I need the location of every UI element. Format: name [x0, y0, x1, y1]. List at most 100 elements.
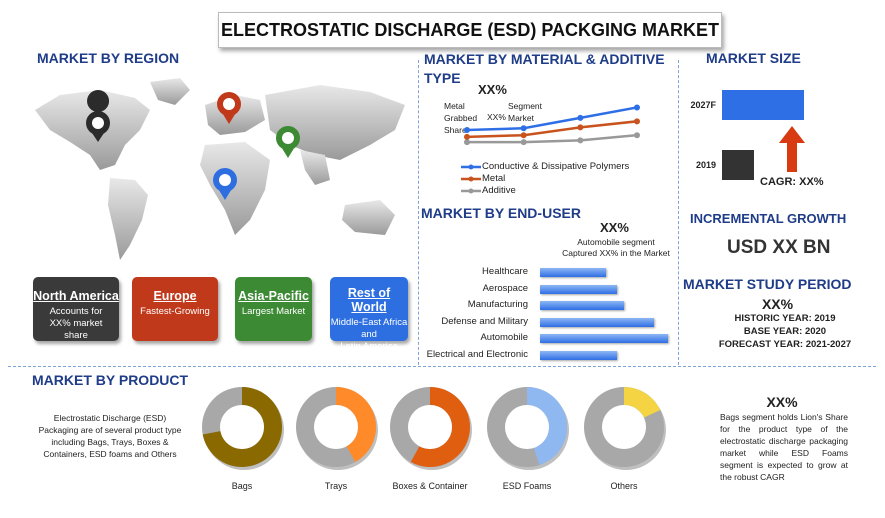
region-card-title: Europe — [153, 289, 197, 303]
material-callout-value: XX% — [478, 82, 507, 97]
region-card-north-america: North America Accounts for XX% market sh… — [33, 277, 119, 341]
donut-hole — [314, 405, 358, 449]
donut-hole — [220, 405, 264, 449]
enduser-callout-line: Automobile segment — [577, 237, 655, 247]
region-card-title: Rest of World — [347, 286, 391, 314]
enduser-category-label: Defense and Military — [441, 315, 528, 327]
material-legend: Conductive & Dissipative Polymers Metal … — [460, 161, 629, 197]
data-point — [520, 139, 527, 146]
material-callout-mid: XX% — [487, 112, 506, 122]
study-heading: MARKET STUDY PERIOD — [683, 276, 852, 292]
donut-slice — [624, 387, 661, 418]
enduser-category-label: Automobile — [480, 332, 528, 343]
data-point — [577, 137, 584, 144]
product-donut-charts: Bags Trays Boxes & Container ESD Foams Other… — [202, 387, 666, 491]
legend-swatch-additive — [461, 188, 481, 194]
enduser-bar — [540, 334, 668, 343]
region-card-rest-of-world: Rest of World Middle-East Africa and Lat… — [330, 277, 408, 352]
donut-label: Others — [610, 481, 638, 491]
enduser-heading: MARKET BY END-USER — [421, 205, 581, 221]
region-card-desc: Latin America — [340, 341, 398, 352]
data-point — [520, 132, 527, 139]
product-right-text: Bags segment holds Lion's Share for the … — [720, 412, 848, 482]
region-card-desc: share — [64, 330, 88, 341]
pin-asia-icon — [276, 126, 300, 158]
data-point — [634, 104, 640, 111]
series-line — [466, 120, 638, 139]
growth-arrow-icon — [779, 126, 805, 172]
enduser-category-label: Electrical and Electronic — [426, 348, 528, 360]
size-bar — [722, 90, 804, 120]
enduser-bar-chart: Healthcare Aerospace Manufacturing Defense … — [420, 266, 670, 366]
pin-europe-icon — [217, 92, 241, 124]
size-category-label: 2019 — [696, 160, 716, 170]
data-point — [464, 133, 470, 140]
material-callout-right: Segment Market — [508, 100, 542, 124]
incremental-heading: INCREMENTAL GROWTH — [690, 211, 847, 226]
legend-label: Conductive & Dissipative Polymers — [482, 161, 630, 172]
series-line — [466, 106, 638, 132]
donut-label: Boxes & Container — [392, 481, 467, 491]
enduser-bar — [540, 284, 617, 294]
material-heading: MARKET BY MATERIAL & ADDITIVE TYPE — [424, 50, 665, 88]
donut-hole — [602, 405, 646, 449]
material-callout-left: Metal Grabbed Share — [444, 100, 477, 136]
enduser-bar — [540, 317, 655, 327]
study-historic: HISTORIC YEAR: 2019 — [734, 313, 836, 324]
size-heading: MARKET SIZE — [706, 50, 801, 66]
product-description: Electrostatic Discharge (ESD) Packaging … — [38, 413, 182, 459]
pin-rest-of-world-icon — [213, 168, 237, 200]
donut-slice — [336, 387, 376, 463]
page-title: ELECTROSTATIC DISCHARGE (ESD) PACKGING M… — [218, 12, 722, 48]
enduser-bar — [540, 350, 617, 360]
product-value: XX% — [766, 394, 798, 410]
donut-hole — [505, 405, 549, 449]
enduser-callout: Automobile segment Captured XX% in the M… — [560, 237, 672, 259]
size-category-label: 2027F — [690, 100, 716, 110]
region-card-asia-pacific: Asia-Pacific Largest Market — [235, 277, 312, 341]
region-card-europe: Europe Fastest-Growing — [132, 277, 218, 341]
product-heading: MARKET BY PRODUCT — [32, 372, 189, 388]
enduser-bar — [540, 301, 624, 310]
cagr-label: CAGR: XX% — [760, 176, 824, 188]
region-heading: MARKET BY REGION — [37, 50, 180, 66]
donut-hole — [408, 405, 452, 449]
legend-label: Additive — [482, 185, 516, 196]
enduser-category-label: Manufacturing — [467, 299, 528, 310]
data-point — [520, 125, 527, 132]
donut-label: Trays — [325, 481, 348, 491]
region-card-title: Asia-Pacific — [238, 289, 309, 303]
material-callout-right-line: Market — [508, 113, 534, 123]
legend-swatch-polymers — [461, 164, 481, 170]
enduser-category-label: Healthcare — [482, 266, 528, 277]
region-card-desc: and — [361, 329, 377, 340]
incremental-value: USD XX BN — [727, 237, 831, 258]
enduser-callout-line: Captured XX% in the Market — [562, 248, 670, 258]
divider-horizontal — [8, 366, 876, 367]
enduser-bar — [540, 268, 606, 277]
donut-slice — [410, 387, 470, 467]
donut-slice — [527, 387, 567, 466]
material-callout-left-line: Share — [444, 125, 467, 135]
legend-item: Conductive & Dissipative Polymers — [460, 161, 629, 173]
data-point — [464, 139, 470, 146]
data-point — [634, 132, 640, 139]
region-card-desc: Fastest-Growing — [140, 306, 210, 317]
world-map — [35, 78, 405, 260]
data-point — [634, 118, 640, 125]
material-heading-line1: MARKET BY MATERIAL & ADDITIVE — [424, 51, 665, 67]
data-point — [577, 114, 584, 121]
divider-right — [678, 60, 679, 365]
region-card-desc: XX% market — [49, 318, 103, 329]
legend-label: Metal — [482, 173, 506, 184]
material-callout-left-line: Grabbed — [444, 113, 478, 123]
size-bar — [722, 150, 754, 180]
size-bar-chart: 2027F 2019 — [690, 90, 804, 180]
donut-slice — [202, 387, 282, 467]
material-callout-left-line: Metal — [444, 101, 465, 111]
legend-swatch-metal — [461, 176, 481, 182]
study-value: XX% — [761, 296, 794, 312]
material-heading-line2: TYPE — [424, 70, 461, 86]
material-line-chart — [464, 104, 640, 146]
data-point — [577, 124, 584, 131]
